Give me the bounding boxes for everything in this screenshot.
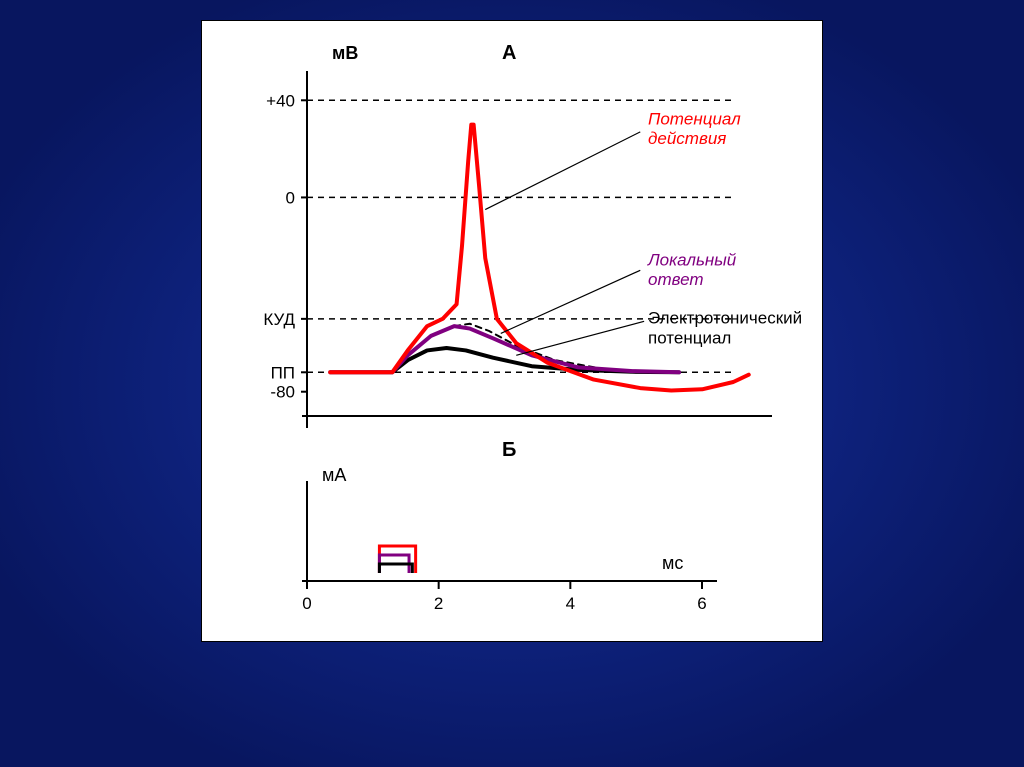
ytick-label: +40 — [266, 91, 295, 110]
panel-b-xlabel: мс — [662, 553, 683, 573]
panel-a-title: А — [502, 42, 516, 64]
annotation-label-2: Электротоническийпотенциал — [648, 309, 802, 348]
panel-b-ylabel: мА — [322, 465, 346, 485]
ytick-label: ПП — [271, 363, 295, 382]
chart-panel: АмВ +40 0 КУД ПП-80 Потенциалдействия Локальны… — [201, 20, 823, 642]
curve-local-response — [330, 326, 679, 372]
ytick-label: 0 — [286, 188, 295, 207]
panel-b-title: Б — [502, 439, 516, 461]
stimulus-pulse-2 — [379, 564, 412, 573]
ytick-label: -80 — [270, 383, 295, 402]
xtick-label: 2 — [434, 594, 443, 613]
chart-svg: АмВ +40 0 КУД ПП-80 Потенциалдействия Локальны… — [202, 21, 822, 641]
annotation-line — [501, 270, 641, 333]
xtick-label: 6 — [697, 594, 706, 613]
ytick-label: КУД — [263, 310, 295, 329]
curve-electrotonic — [330, 348, 679, 372]
annotation-label-1: Локальныйответ — [647, 250, 737, 289]
annotation-label-0: Потенциалдействия — [648, 110, 741, 149]
xtick-label: 0 — [302, 594, 311, 613]
xtick-label: 4 — [566, 594, 575, 613]
panel-a-ylabel: мВ — [332, 43, 358, 63]
annotation-line — [516, 321, 644, 355]
